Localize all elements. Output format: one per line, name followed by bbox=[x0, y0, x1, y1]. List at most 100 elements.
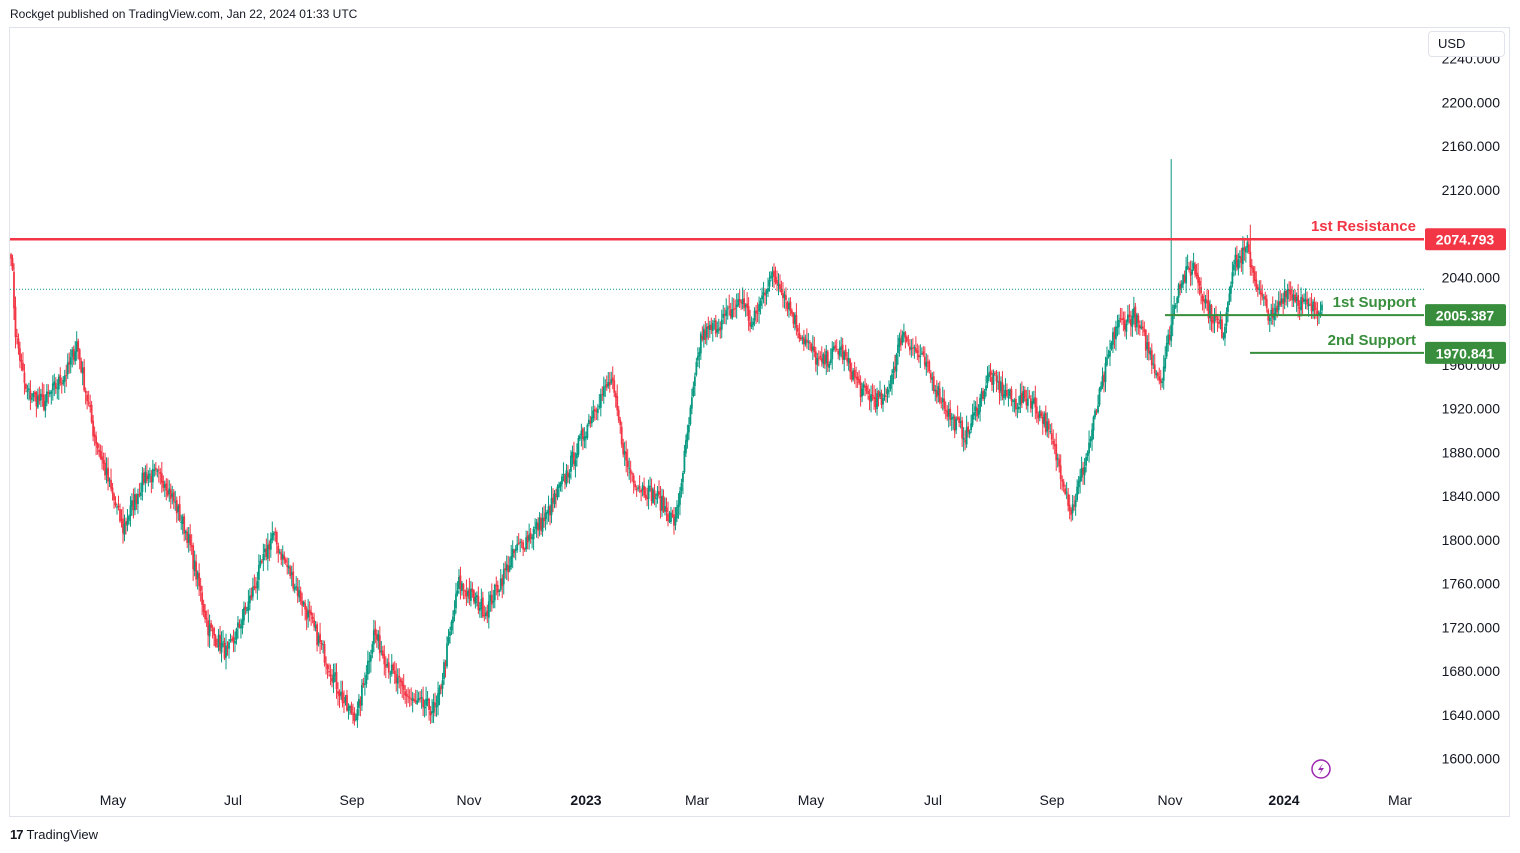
candle bbox=[268, 540, 271, 562]
candle bbox=[811, 335, 814, 360]
candle bbox=[782, 282, 784, 308]
candle bbox=[174, 490, 177, 511]
candle bbox=[813, 336, 816, 358]
candle bbox=[1043, 411, 1046, 428]
level-price-label: 1970.841 bbox=[1436, 345, 1495, 361]
candle bbox=[1210, 303, 1213, 332]
candle bbox=[241, 608, 244, 635]
candle bbox=[1171, 304, 1174, 337]
candle bbox=[883, 384, 886, 401]
candle bbox=[1186, 254, 1189, 270]
candle bbox=[289, 564, 292, 579]
candle bbox=[205, 610, 208, 628]
candle bbox=[113, 492, 115, 509]
candle bbox=[256, 571, 259, 600]
candle bbox=[738, 289, 741, 309]
candle bbox=[776, 270, 778, 292]
candle bbox=[1300, 287, 1302, 317]
candle bbox=[228, 638, 230, 659]
candle bbox=[1077, 476, 1080, 495]
candle bbox=[480, 588, 483, 618]
candle bbox=[246, 606, 248, 614]
candle bbox=[101, 445, 103, 470]
candle bbox=[1237, 253, 1240, 276]
y-tick-label: 2160.000 bbox=[1442, 138, 1501, 154]
candle bbox=[871, 383, 874, 401]
candle bbox=[117, 495, 120, 511]
candle bbox=[249, 587, 251, 611]
candle bbox=[998, 371, 1001, 405]
candle bbox=[142, 468, 145, 486]
candle bbox=[810, 342, 813, 353]
lightning-icon[interactable] bbox=[1311, 759, 1331, 779]
candle bbox=[253, 574, 256, 591]
candle bbox=[298, 579, 301, 603]
candle bbox=[773, 263, 775, 289]
candle bbox=[586, 423, 589, 440]
candle bbox=[977, 404, 980, 419]
candle bbox=[1009, 388, 1011, 399]
candle bbox=[1059, 454, 1062, 490]
candle bbox=[850, 362, 853, 383]
candle bbox=[849, 357, 852, 380]
level-name: 1st Resistance bbox=[1311, 218, 1416, 235]
candle bbox=[679, 487, 681, 516]
candle bbox=[1191, 260, 1193, 286]
candle bbox=[429, 705, 432, 725]
candle bbox=[1020, 381, 1023, 409]
candle bbox=[962, 427, 965, 452]
candle bbox=[299, 586, 302, 605]
candle bbox=[722, 304, 725, 325]
candle bbox=[1197, 263, 1199, 294]
candle bbox=[1112, 327, 1114, 354]
candle bbox=[74, 340, 77, 365]
candle bbox=[874, 388, 877, 413]
candle bbox=[1268, 313, 1271, 333]
candle bbox=[537, 517, 539, 539]
candle bbox=[655, 493, 657, 508]
candle bbox=[580, 423, 583, 447]
candle bbox=[1131, 309, 1134, 337]
candle bbox=[971, 403, 974, 428]
candle bbox=[390, 654, 393, 677]
resistance-level-0[interactable]: 1st Resistance 2074.793 bbox=[10, 218, 1506, 251]
candle bbox=[1224, 323, 1226, 346]
y-axis: 1600.000 1640.000 1680.000 1720.000 1760.000… bbox=[1442, 51, 1501, 767]
candle bbox=[1116, 314, 1119, 337]
candle bbox=[886, 386, 889, 403]
candle bbox=[664, 497, 666, 516]
candle bbox=[805, 328, 808, 349]
candle bbox=[335, 663, 338, 699]
candle bbox=[393, 661, 396, 685]
candle bbox=[119, 503, 121, 524]
candle bbox=[414, 689, 417, 705]
candle bbox=[1129, 310, 1132, 337]
candle bbox=[1159, 369, 1162, 391]
candle bbox=[180, 514, 183, 530]
currency-button[interactable]: USD bbox=[1428, 31, 1505, 57]
candle bbox=[729, 302, 732, 320]
candle bbox=[316, 621, 318, 652]
candle bbox=[559, 481, 562, 492]
candle bbox=[381, 645, 384, 659]
candle bbox=[822, 352, 825, 369]
candle bbox=[1218, 314, 1220, 329]
candle bbox=[1207, 289, 1210, 324]
candle bbox=[132, 488, 135, 519]
candle bbox=[549, 504, 551, 526]
candle bbox=[141, 467, 144, 501]
candle bbox=[771, 266, 774, 288]
candle bbox=[752, 318, 755, 331]
candle bbox=[125, 517, 127, 535]
candle bbox=[1068, 494, 1071, 520]
candle bbox=[992, 369, 995, 393]
candle bbox=[897, 335, 899, 365]
candle bbox=[570, 450, 572, 480]
candle bbox=[225, 633, 227, 670]
candle bbox=[229, 633, 232, 643]
candle bbox=[308, 601, 311, 622]
support-level-1[interactable]: 1st Support 2005.387 bbox=[1165, 294, 1506, 327]
candle bbox=[184, 529, 187, 541]
support-level-2[interactable]: 2nd Support 1970.841 bbox=[1250, 332, 1506, 364]
